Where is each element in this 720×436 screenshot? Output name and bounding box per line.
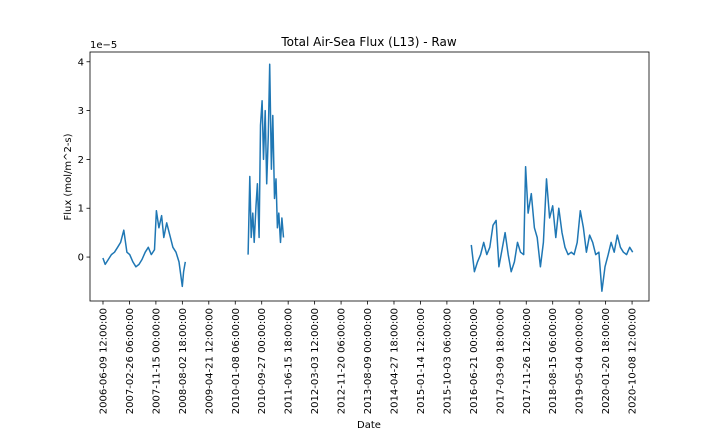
x-tick-label: 2009-04-21 12:00:00 [204,308,215,414]
x-tick-label: 2011-06-15 18:00:00 [284,308,295,414]
y-tick-label: 2 [78,155,84,166]
x-tick-label: 2006-06-09 12:00:00 [98,308,109,414]
x-tick-label: 2012-11-20 06:00:00 [337,308,348,414]
chart-title: Total Air-Sea Flux (L13) - Raw [280,35,457,49]
x-tick-label: 2017-11-26 12:00:00 [522,308,533,414]
x-tick-label: 2020-10-08 12:00:00 [628,308,639,414]
x-tick-label: 2008-08-02 18:00:00 [178,308,189,414]
y-axis-label: Flux (mol/m^2-s) [63,133,74,220]
x-tick-label: 2010-01-08 06:00:00 [231,308,242,414]
y-tick-label: 1 [78,204,84,215]
x-tick-label: 2015-10-03 06:00:00 [442,308,453,414]
x-tick-label: 2010-09-27 00:00:00 [257,308,268,414]
series-line [470,165,634,292]
y-tick-label: 4 [78,57,84,68]
x-tick-label: 2012-03-03 12:00:00 [310,308,321,414]
y-tick-label: 0 [78,253,84,264]
x-tick-label: 2018-08-15 06:00:00 [548,308,559,414]
series-line [247,63,285,255]
y-tick-label: 3 [78,106,84,117]
y-axis-ticks: 0 1 2 3 4 [78,57,90,264]
plot-area [89,51,650,302]
x-tick-label: 2016-06-21 00:00:00 [469,308,480,414]
x-tick-label: 2015-01-14 12:00:00 [416,308,427,414]
x-tick-label: 2014-04-27 18:00:00 [389,308,400,414]
x-tick-label: 2013-08-09 00:00:00 [363,308,374,414]
x-tick-label: 2020-01-20 18:00:00 [601,308,612,414]
x-tick-label: 2007-11-15 00:00:00 [151,308,162,414]
x-tick-label: 2007-02-26 06:00:00 [125,308,136,414]
x-axis-ticks: 2006-06-09 12:00:00 2007-02-26 06:00:00 20… [98,301,639,414]
x-tick-label: 2017-03-09 18:00:00 [495,308,506,414]
x-axis-label: Date [357,420,381,431]
x-tick-label: 2019-05-04 00:00:00 [575,308,586,414]
y-offset-text: 1e−5 [90,40,117,51]
series-line [102,209,187,288]
data-lines [102,63,634,292]
